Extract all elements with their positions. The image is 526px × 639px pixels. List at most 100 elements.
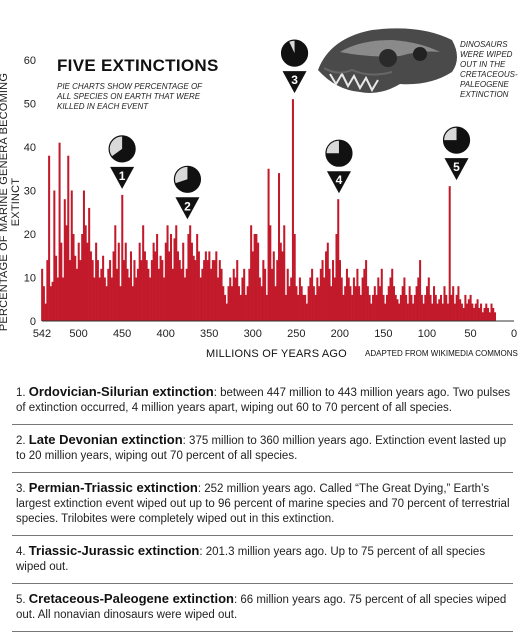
data-bar: [358, 286, 361, 321]
data-bar: [88, 207, 91, 321]
data-bar: [129, 251, 132, 321]
data-bar: [391, 268, 394, 321]
x-tick-label: 350: [200, 328, 218, 340]
x-tick-label: 450: [113, 328, 131, 340]
data-bar: [267, 168, 270, 321]
data-bar: [60, 242, 63, 321]
data-bar: [211, 260, 214, 321]
data-bar: [361, 277, 364, 321]
data-bar: [427, 277, 430, 321]
data-bar: [170, 234, 173, 321]
data-bar: [63, 199, 66, 321]
y-tick-label: 30: [24, 186, 36, 198]
data-bar: [331, 260, 335, 321]
data-bar: [396, 299, 399, 321]
data-bar: [490, 303, 493, 321]
data-bar: [121, 194, 124, 321]
data-bar: [485, 303, 488, 321]
data-bar: [345, 268, 348, 321]
pie-slice: [281, 40, 308, 67]
data-bar: [232, 268, 235, 321]
extinction-name: Late Devonian extinction: [28, 432, 183, 447]
data-bar: [307, 286, 310, 321]
data-bar: [445, 294, 448, 321]
data-bar: [399, 294, 402, 321]
data-bar: [224, 294, 227, 321]
data-bar: [420, 294, 423, 321]
data-bar: [426, 286, 429, 321]
data-bar: [290, 277, 293, 321]
data-bar: [91, 260, 94, 321]
extinction-item-5: 5. Cretaceous-Paleogene extinction: 66 m…: [12, 591, 513, 632]
data-bar: [49, 286, 52, 321]
data-bar: [305, 303, 308, 321]
x-tick-label: 400: [156, 328, 174, 340]
x-tick-label: 250: [287, 328, 305, 340]
data-bar: [248, 268, 251, 321]
data-bar: [385, 294, 389, 321]
data-bar: [253, 234, 256, 321]
data-bar: [293, 234, 296, 321]
data-bar: [283, 225, 286, 321]
data-bar: [272, 251, 275, 321]
data-bar: [251, 251, 254, 321]
data-bar: [436, 303, 439, 321]
marker-number: 4: [336, 173, 343, 187]
data-bar: [210, 268, 213, 321]
data-bar: [116, 268, 119, 321]
data-bar: [239, 294, 242, 321]
extinction-marker-4: 4: [325, 139, 353, 194]
data-bar: [86, 242, 89, 321]
data-bar: [217, 277, 220, 321]
data-bar: [326, 242, 329, 321]
data-bar: [265, 294, 268, 321]
data-bar: [372, 294, 375, 321]
data-bar: [419, 260, 422, 321]
data-bar: [100, 268, 103, 321]
x-tick-label: 542: [33, 328, 51, 340]
y-tick-label: 40: [24, 142, 36, 154]
data-bar: [382, 294, 385, 321]
data-bar: [176, 251, 180, 321]
data-bar: [145, 260, 148, 321]
data-bar: [389, 277, 392, 321]
data-bar: [102, 255, 105, 321]
data-bar: [89, 251, 92, 321]
data-bar: [464, 294, 467, 321]
data-bar: [213, 260, 216, 321]
data-bar: [65, 225, 68, 321]
data-bar: [368, 294, 371, 321]
data-bar: [448, 186, 451, 321]
data-bar: [96, 260, 99, 321]
data-bar: [201, 268, 204, 321]
data-bar: [359, 294, 362, 321]
data-bar: [93, 277, 96, 321]
data-bar: [225, 303, 228, 321]
data-bar: [159, 255, 162, 321]
data-bar: [379, 286, 382, 321]
data-bar: [429, 294, 432, 321]
data-bar: [189, 225, 192, 321]
data-bar: [349, 286, 352, 321]
data-bar: [300, 286, 303, 321]
data-bar: [51, 281, 54, 321]
data-bar: [328, 268, 331, 321]
data-bar: [408, 286, 411, 321]
data-bar: [406, 303, 409, 321]
marker-number: 3: [291, 73, 298, 87]
data-bar: [480, 303, 483, 321]
dinosaur-annotation: DINOSAURS WERE WIPED OUT IN THE CRETACEO…: [460, 40, 518, 99]
data-bar: [166, 225, 169, 321]
data-bar: [124, 242, 127, 321]
data-bar: [74, 255, 77, 321]
x-axis-ticks: 542 500 450 400 350 300 250 200 150 100 50 0: [33, 320, 517, 340]
extinction-marker-5: 5: [442, 126, 471, 181]
y-axis-label: PERCENTAGE OF MARINE GENERA BECOMING EXT…: [0, 72, 22, 332]
data-bar: [492, 307, 495, 321]
data-bar: [84, 225, 87, 321]
extinction-text: : 66 million years ago. 75 percent of al…: [16, 594, 507, 621]
data-bar: [234, 277, 237, 321]
x-tick-label: 150: [374, 328, 392, 340]
data-bar: [318, 286, 321, 321]
